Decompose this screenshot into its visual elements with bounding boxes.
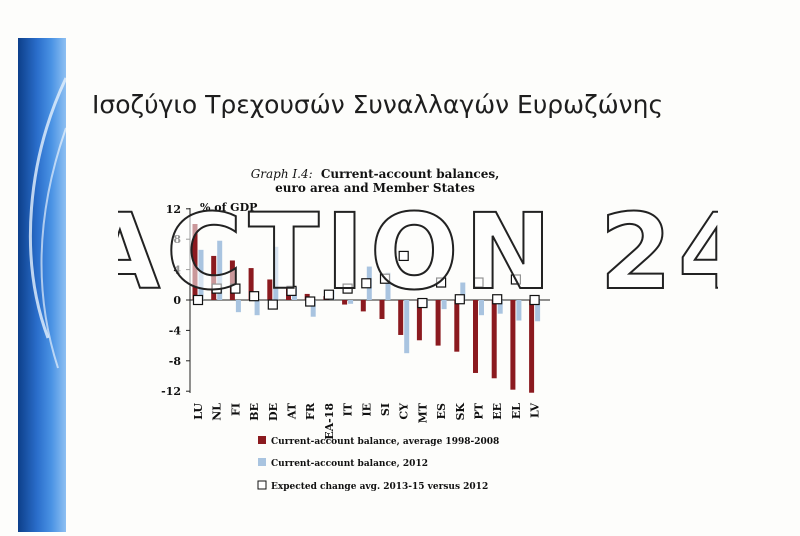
bar-EL-s2 (516, 300, 522, 321)
bar-DE-s1 (267, 279, 273, 300)
bar-EE-s1 (491, 300, 497, 379)
slide-accent-strip (18, 38, 68, 532)
bar-ES-s2 (441, 300, 447, 310)
bar-SK-s1 (454, 300, 460, 352)
x-tick-label: PT (473, 402, 486, 419)
x-tick-label: DE (267, 403, 280, 421)
x-tick-label: AT (286, 402, 299, 420)
legend-label-series-2: Current-account balance, 2012 (271, 459, 428, 469)
x-tick-label: FI (229, 403, 242, 416)
marker-DE (267, 299, 278, 310)
marker-EE (492, 294, 503, 305)
bar-EL-s1 (510, 300, 516, 390)
x-tick-labels: LU NL FI BE DE AT FR EA-18 IT IE SI CY MT ES SK PT EE EL L… (192, 402, 542, 440)
marker-FR (305, 296, 316, 307)
bar-LV-s1 (529, 300, 535, 393)
x-tick-label: IE (360, 403, 373, 417)
bar-CY-s2 (404, 300, 410, 354)
bar-SI-s2 (385, 272, 391, 300)
bar-CY-s1 (398, 300, 404, 335)
marker-LV (529, 294, 540, 306)
bar-FI-s1 (229, 260, 235, 300)
swoosh-decoration (28, 77, 68, 369)
bar-ES-s1 (435, 300, 441, 346)
slide-title: Ισοζύγιο Τρεχουσών Συναλλαγών Ευρωζώνης (92, 90, 664, 119)
marker-PT (473, 277, 484, 288)
y-tick-label: -8 (169, 355, 182, 368)
bar-FR-s2 (310, 300, 316, 317)
x-tick-label: NL (211, 403, 224, 421)
bar-LV-s2 (535, 300, 541, 322)
legend-label-series-3: Expected change avg. 2013-15 versus 2012 (271, 482, 488, 492)
marker-NL (211, 283, 222, 294)
bar-LU-s1 (192, 224, 198, 300)
legend-swatch-series-2 (258, 458, 266, 466)
bar-IT-s1 (342, 300, 348, 305)
legend: Current-account balance, average 1998-20… (257, 436, 499, 492)
x-tick-label: MT (416, 402, 429, 423)
chart-title-text: Current-account balances, (321, 167, 499, 181)
x-tick-label: EL (510, 403, 523, 419)
chart-title-line1: Graph I.4: Current-account balances, (251, 167, 500, 181)
marker-SK (454, 294, 465, 305)
bar-BE-s1 (248, 268, 254, 300)
bar-BE-s2 (254, 300, 260, 316)
bar-IT-s2 (348, 300, 354, 304)
y-tick-label: 8 (173, 233, 181, 246)
chart-title-line2: euro area and Member States (275, 181, 475, 195)
marker-LU (192, 294, 204, 306)
bar-PT-s1 (473, 300, 478, 373)
bar-NL-s2 (217, 240, 223, 300)
bar-PT-s2 (479, 300, 484, 316)
y-tick-label: 4 (173, 264, 181, 277)
marker-AT (286, 285, 297, 296)
marker-MT (417, 297, 428, 309)
x-tick-label: SI (379, 403, 392, 416)
x-tick-label: LV (529, 403, 542, 418)
bar-FI-s2 (235, 300, 241, 313)
markers (192, 250, 540, 310)
bars (192, 224, 541, 393)
marker-IE (361, 278, 372, 289)
bar-IE-s1 (360, 300, 366, 312)
x-tick-label: SK (454, 403, 467, 421)
bar-SI-s1 (379, 300, 385, 319)
legend-swatch-series-1 (258, 436, 266, 444)
x-tick-label: EE (491, 403, 504, 420)
bar-SK-s2 (460, 282, 466, 300)
x-tick-label: LU (192, 403, 205, 420)
legend-swatch-series-3 (257, 480, 267, 490)
y-tick-label: -12 (161, 385, 181, 398)
bar-LU-s2 (198, 249, 204, 300)
y-ticks: 12 8 4 0 -4 -8 -12 (161, 203, 190, 398)
chart-title-prefix: Graph I.4: (251, 167, 313, 181)
bar-DE-s2 (273, 246, 279, 300)
x-tick-label: ES (435, 403, 448, 419)
bar-EE-s2 (497, 300, 503, 314)
x-tick-label: EA-18 (323, 403, 336, 440)
marker-BE (249, 291, 260, 302)
legend-label-series-1: Current-account balance, average 1998-20… (271, 437, 499, 447)
x-tick-label: FR (304, 402, 317, 420)
marker-IT (342, 283, 353, 294)
marker-CY (398, 250, 409, 262)
marker-EL (510, 274, 521, 285)
marker-EA-18 (323, 289, 334, 300)
x-tick-label: CY (398, 403, 411, 420)
y-axis-label: % of GDP (200, 201, 257, 214)
bar-MT-s1 (416, 300, 422, 341)
marker-FI (230, 283, 241, 294)
y-tick-label: 12 (166, 203, 181, 216)
marker-ES (436, 277, 447, 288)
marker-SI (379, 273, 391, 284)
x-tick-label: IT (342, 402, 355, 416)
y-tick-label: -4 (169, 324, 182, 337)
x-tick-label: BE (248, 403, 261, 421)
bar-NL-s1 (211, 255, 217, 300)
y-tick-label: 0 (173, 294, 181, 307)
